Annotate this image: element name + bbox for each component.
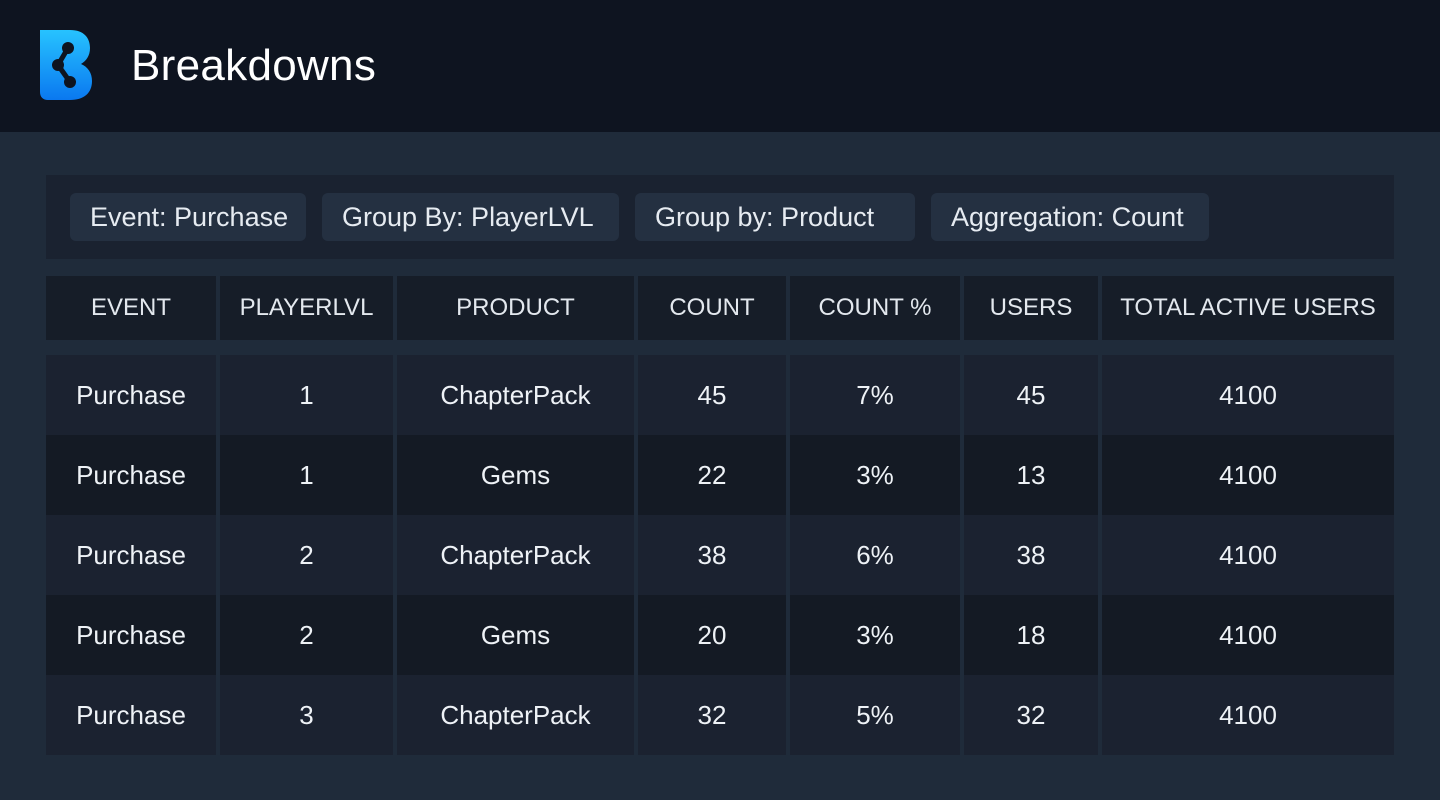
cell-count-percent: 5% <box>790 675 960 755</box>
app-header: Breakdowns <box>0 0 1440 132</box>
table-row[interactable]: Purchase 2 Gems 20 3% 18 4100 <box>46 595 1394 675</box>
cell-event: Purchase <box>46 595 216 675</box>
cell-playerlvl: 2 <box>220 595 393 675</box>
cell-playerlvl: 2 <box>220 515 393 595</box>
column-header-users[interactable]: USERS <box>964 276 1098 340</box>
cell-users: 18 <box>964 595 1098 675</box>
table-header-row: EVENT PLAYERLVL PRODUCT COUNT COUNT % USERS TO… <box>46 276 1394 340</box>
cell-count-percent: 3% <box>790 595 960 675</box>
cell-count: 20 <box>638 595 786 675</box>
cell-playerlvl: 3 <box>220 675 393 755</box>
cell-users: 32 <box>964 675 1098 755</box>
cell-product: Gems <box>397 595 634 675</box>
cell-event: Purchase <box>46 355 216 435</box>
cell-event: Purchase <box>46 515 216 595</box>
cell-product: ChapterPack <box>397 675 634 755</box>
table-row[interactable]: Purchase 2 ChapterPack 38 6% 38 4100 <box>46 515 1394 595</box>
cell-total-active-users: 4100 <box>1102 675 1394 755</box>
cell-count: 22 <box>638 435 786 515</box>
cell-total-active-users: 4100 <box>1102 355 1394 435</box>
filter-chip-event[interactable]: Event: Purchase <box>70 193 306 241</box>
cell-users: 38 <box>964 515 1098 595</box>
filter-chip-aggregation[interactable]: Aggregation: Count <box>931 193 1209 241</box>
table-row[interactable]: Purchase 1 Gems 22 3% 13 4100 <box>46 435 1394 515</box>
column-header-count-percent[interactable]: COUNT % <box>790 276 960 340</box>
cell-count-percent: 6% <box>790 515 960 595</box>
column-header-total-active-users[interactable]: TOTAL ACTIVE USERS <box>1102 276 1394 340</box>
cell-users: 45 <box>964 355 1098 435</box>
cell-product: ChapterPack <box>397 355 634 435</box>
cell-count-percent: 3% <box>790 435 960 515</box>
cell-total-active-users: 4100 <box>1102 435 1394 515</box>
filter-chip-group-by-playerlvl[interactable]: Group By: PlayerLVL <box>322 193 619 241</box>
cell-event: Purchase <box>46 435 216 515</box>
cell-total-active-users: 4100 <box>1102 595 1394 675</box>
cell-users: 13 <box>964 435 1098 515</box>
column-header-product[interactable]: PRODUCT <box>397 276 634 340</box>
cell-product: Gems <box>397 435 634 515</box>
column-header-event[interactable]: EVENT <box>46 276 216 340</box>
table-row[interactable]: Purchase 3 ChapterPack 32 5% 32 4100 <box>46 675 1394 755</box>
filter-chip-group-by-product[interactable]: Group by: Product <box>635 193 915 241</box>
cell-count: 38 <box>638 515 786 595</box>
cell-playerlvl: 1 <box>220 435 393 515</box>
cell-playerlvl: 1 <box>220 355 393 435</box>
cell-product: ChapterPack <box>397 515 634 595</box>
brand-b-logo-icon[interactable] <box>40 30 92 100</box>
filter-bar: Event: Purchase Group By: PlayerLVL Grou… <box>46 175 1394 259</box>
column-header-count[interactable]: COUNT <box>638 276 786 340</box>
table-row[interactable]: Purchase 1 ChapterPack 45 7% 45 4100 <box>46 355 1394 435</box>
cell-count: 32 <box>638 675 786 755</box>
cell-total-active-users: 4100 <box>1102 515 1394 595</box>
cell-count: 45 <box>638 355 786 435</box>
column-header-playerlvl[interactable]: PLAYERLVL <box>220 276 393 340</box>
page-title: Breakdowns <box>131 41 377 90</box>
breakdown-panel: Event: Purchase Group By: PlayerLVL Grou… <box>46 175 1394 755</box>
cell-count-percent: 7% <box>790 355 960 435</box>
cell-event: Purchase <box>46 675 216 755</box>
